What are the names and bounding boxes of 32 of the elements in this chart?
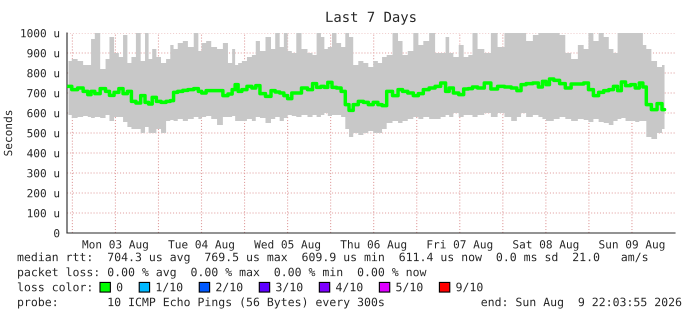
legend-label: 9/10: [456, 282, 483, 292]
y-tick-label: 200 u: [27, 189, 60, 198]
y-tick-label: 1000 u: [21, 29, 60, 38]
y-tick-label: 300 u: [27, 169, 60, 178]
legend-label: 0: [116, 282, 122, 292]
x-tick-label: Tue 04 Aug: [168, 240, 234, 251]
y-axis-title: Seconds: [4, 110, 12, 156]
legend-label: 1/10: [156, 282, 182, 292]
legend-label: 5/10: [396, 282, 423, 292]
chart-title: Last 7 Days: [326, 12, 416, 25]
y-tick-label: 400 u: [27, 149, 60, 158]
x-tick-label: Mon 03 Aug: [82, 240, 148, 251]
y-tick-label: 100 u: [28, 209, 60, 218]
y-tick-label: 900 u: [27, 49, 60, 58]
text: packet loss: 0.00 % avg 0.00 % max 0.00 % min 0.00 % now: [18, 267, 426, 279]
x-tick-label: Thu 06 Aug: [340, 240, 406, 251]
y-tick-label: 0: [54, 229, 60, 238]
legend-label: 4/10: [336, 282, 362, 292]
text: probe: 10 ICMP Echo Pings (56 Bytes) every 300s: [18, 297, 384, 309]
legend-title: loss color:: [18, 282, 91, 292]
x-tick-label: Sun 09 Aug: [599, 240, 664, 251]
legend-label: 2/10: [216, 282, 242, 292]
text: end: Sun Aug 9 22:03:55 2026: [481, 297, 682, 309]
x-tick-label: Wed 05 Aug: [254, 240, 320, 251]
y-tick-label: 700 u: [27, 89, 60, 98]
legend-label: 3/10: [276, 282, 302, 292]
y-tick-label: 600 u: [27, 109, 60, 118]
y-tick-label: 800 u: [27, 69, 60, 78]
x-tick-label: Fri 07 Aug: [428, 240, 492, 251]
text: median rtt: 704.3 us avg 769.5 us max 609.9 us min 611.4 us now 0.0 ms sd 21.0 am/s: [18, 252, 648, 264]
x-tick-label: Sat 08 Aug: [513, 240, 578, 251]
y-tick-label: 500 u: [27, 129, 60, 138]
